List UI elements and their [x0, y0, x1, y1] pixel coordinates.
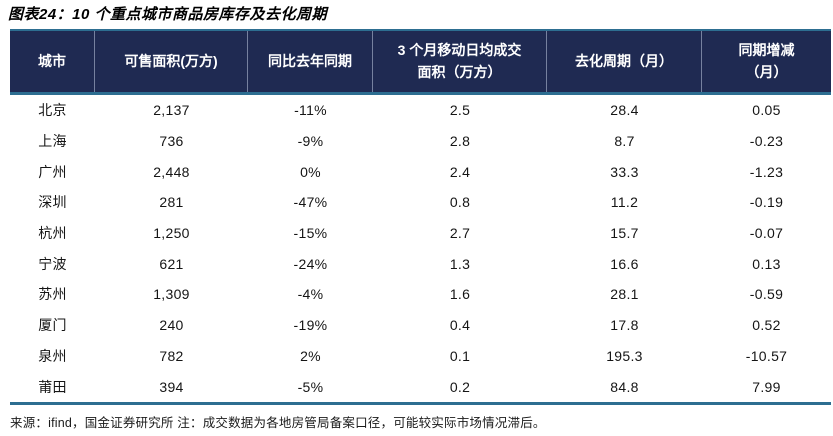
- cell-avg-deal: 0.1: [449, 347, 471, 364]
- cell-yoy: -15%: [293, 225, 328, 242]
- cell-avg-deal: 2.7: [449, 225, 471, 242]
- column-header-city: 城市: [10, 31, 95, 92]
- cell-area: 2,137: [153, 102, 190, 119]
- column-header-avg-deal: 3 个月移动日均成交 面积（万方）: [373, 31, 547, 92]
- cell-change: 7.99: [752, 378, 781, 395]
- cell-city: 北京: [38, 102, 67, 119]
- cell-area: 2,448: [153, 163, 190, 180]
- cell-cycle: 8.7: [614, 133, 635, 150]
- column-header-yoy: 同比去年同期: [248, 31, 373, 92]
- cell-change: 0.52: [752, 317, 781, 334]
- table-row-putian: 莆田 394 -5% 0.2 84.8 7.99: [10, 371, 831, 402]
- cell-cycle: 11.2: [610, 194, 639, 211]
- cell-area: 782: [159, 347, 184, 364]
- cell-yoy: -19%: [293, 317, 328, 334]
- table-row-shenzhen: 深圳 281 -47% 0.8 11.2 -0.19: [10, 187, 831, 218]
- table-row-hangzhou: 杭州 1,250 -15% 2.7 15.7 -0.07: [10, 218, 831, 249]
- cell-change: -1.23: [749, 163, 784, 180]
- cell-yoy: -24%: [293, 255, 328, 272]
- cell-yoy: 2%: [300, 347, 321, 364]
- table-row-suzhou: 苏州 1,309 -4% 1.6 28.1 -0.59: [10, 279, 831, 310]
- column-header-change-line1: 同期增减: [738, 41, 795, 58]
- cell-city: 广州: [38, 163, 67, 180]
- column-header-avg-deal-line2: 面积（万方）: [417, 63, 502, 80]
- table-header-row: 城市 可售面积(万方) 同比去年同期 3 个月移动日均成交 面积（万方） 去化周…: [10, 31, 831, 95]
- cell-change: -0.59: [749, 286, 784, 303]
- column-header-cycle: 去化周期（月）: [547, 31, 702, 92]
- cell-avg-deal: 0.8: [449, 194, 471, 211]
- cell-avg-deal: 2.8: [449, 133, 471, 150]
- cell-change: 0.05: [752, 102, 781, 119]
- cell-area: 394: [159, 378, 184, 395]
- cell-avg-deal: 1.3: [449, 255, 471, 272]
- cell-city: 杭州: [38, 225, 67, 242]
- cell-area: 281: [159, 194, 184, 211]
- cell-avg-deal: 2.4: [449, 163, 471, 180]
- cell-cycle: 16.6: [610, 255, 639, 272]
- cell-city: 厦门: [38, 317, 67, 334]
- cell-cycle: 84.8: [610, 378, 639, 395]
- cell-area: 736: [159, 133, 184, 150]
- cell-cycle: 17.8: [610, 317, 639, 334]
- cell-city: 上海: [38, 133, 67, 150]
- column-header-yoy-label: 同比去年同期: [268, 52, 352, 69]
- table-row-guangzhou: 广州 2,448 0% 2.4 33.3 -1.23: [10, 156, 831, 187]
- inventory-table: 城市 可售面积(万方) 同比去年同期 3 个月移动日均成交 面积（万方） 去化周…: [10, 29, 831, 405]
- cell-yoy: 0%: [300, 163, 321, 180]
- column-header-cycle-label: 去化周期（月）: [575, 52, 673, 69]
- column-header-city-label: 城市: [38, 52, 66, 69]
- cell-city: 深圳: [38, 194, 67, 211]
- cell-yoy: -5%: [297, 378, 324, 395]
- cell-city: 苏州: [38, 286, 67, 303]
- cell-yoy: -9%: [297, 133, 324, 150]
- cell-change: -0.19: [749, 194, 784, 211]
- cell-area: 240: [159, 317, 184, 334]
- cell-cycle: 195.3: [606, 347, 643, 364]
- cell-area: 621: [159, 255, 184, 272]
- column-header-change-line2: （月）: [745, 63, 788, 80]
- cell-yoy: -47%: [293, 194, 328, 211]
- column-header-avg-deal-line1: 3 个月移动日均成交: [397, 41, 522, 58]
- table-row-beijing: 北京 2,137 -11% 2.5 28.4 0.05: [10, 95, 831, 126]
- column-header-area: 可售面积(万方): [95, 31, 248, 92]
- cell-yoy: -11%: [294, 102, 327, 119]
- cell-avg-deal: 2.5: [449, 102, 471, 119]
- cell-area: 1,250: [153, 225, 190, 242]
- cell-avg-deal: 1.6: [449, 286, 471, 303]
- source-note: 来源：ifind，国金证券研究所 注：成交数据为各地房管局备案口径，可能较实际市…: [10, 416, 546, 430]
- column-header-change: 同期增减 （月）: [702, 31, 831, 92]
- table-body: 北京 2,137 -11% 2.5 28.4 0.05 上海 736 -9% 2…: [10, 95, 831, 405]
- column-header-area-label: 可售面积(万方): [124, 52, 218, 69]
- cell-change: -0.23: [749, 133, 784, 150]
- cell-city: 宁波: [38, 255, 67, 272]
- cell-area: 1,309: [153, 286, 190, 303]
- table-row-ningbo: 宁波 621 -24% 1.3 16.6 0.13: [10, 248, 831, 279]
- cell-city: 泉州: [38, 347, 67, 364]
- cell-cycle: 28.1: [610, 286, 639, 303]
- cell-change: -10.57: [745, 347, 788, 364]
- cell-yoy: -4%: [297, 286, 324, 303]
- cell-avg-deal: 0.4: [449, 317, 471, 334]
- cell-change: -0.07: [749, 225, 784, 242]
- cell-cycle: 15.7: [610, 225, 639, 242]
- table-row-xiamen: 厦门 240 -19% 0.4 17.8 0.52: [10, 310, 831, 341]
- cell-avg-deal: 0.2: [449, 378, 471, 395]
- cell-city: 莆田: [38, 378, 67, 395]
- cell-change: 0.13: [752, 255, 781, 272]
- table-row-shanghai: 上海 736 -9% 2.8 8.7 -0.23: [10, 126, 831, 157]
- figure-title: 图表24：10 个重点城市商品房库存及去化周期: [8, 6, 328, 23]
- cell-cycle: 28.4: [610, 102, 639, 119]
- cell-cycle: 33.3: [610, 163, 639, 180]
- table-row-quanzhou: 泉州 782 2% 0.1 195.3 -10.57: [10, 341, 831, 372]
